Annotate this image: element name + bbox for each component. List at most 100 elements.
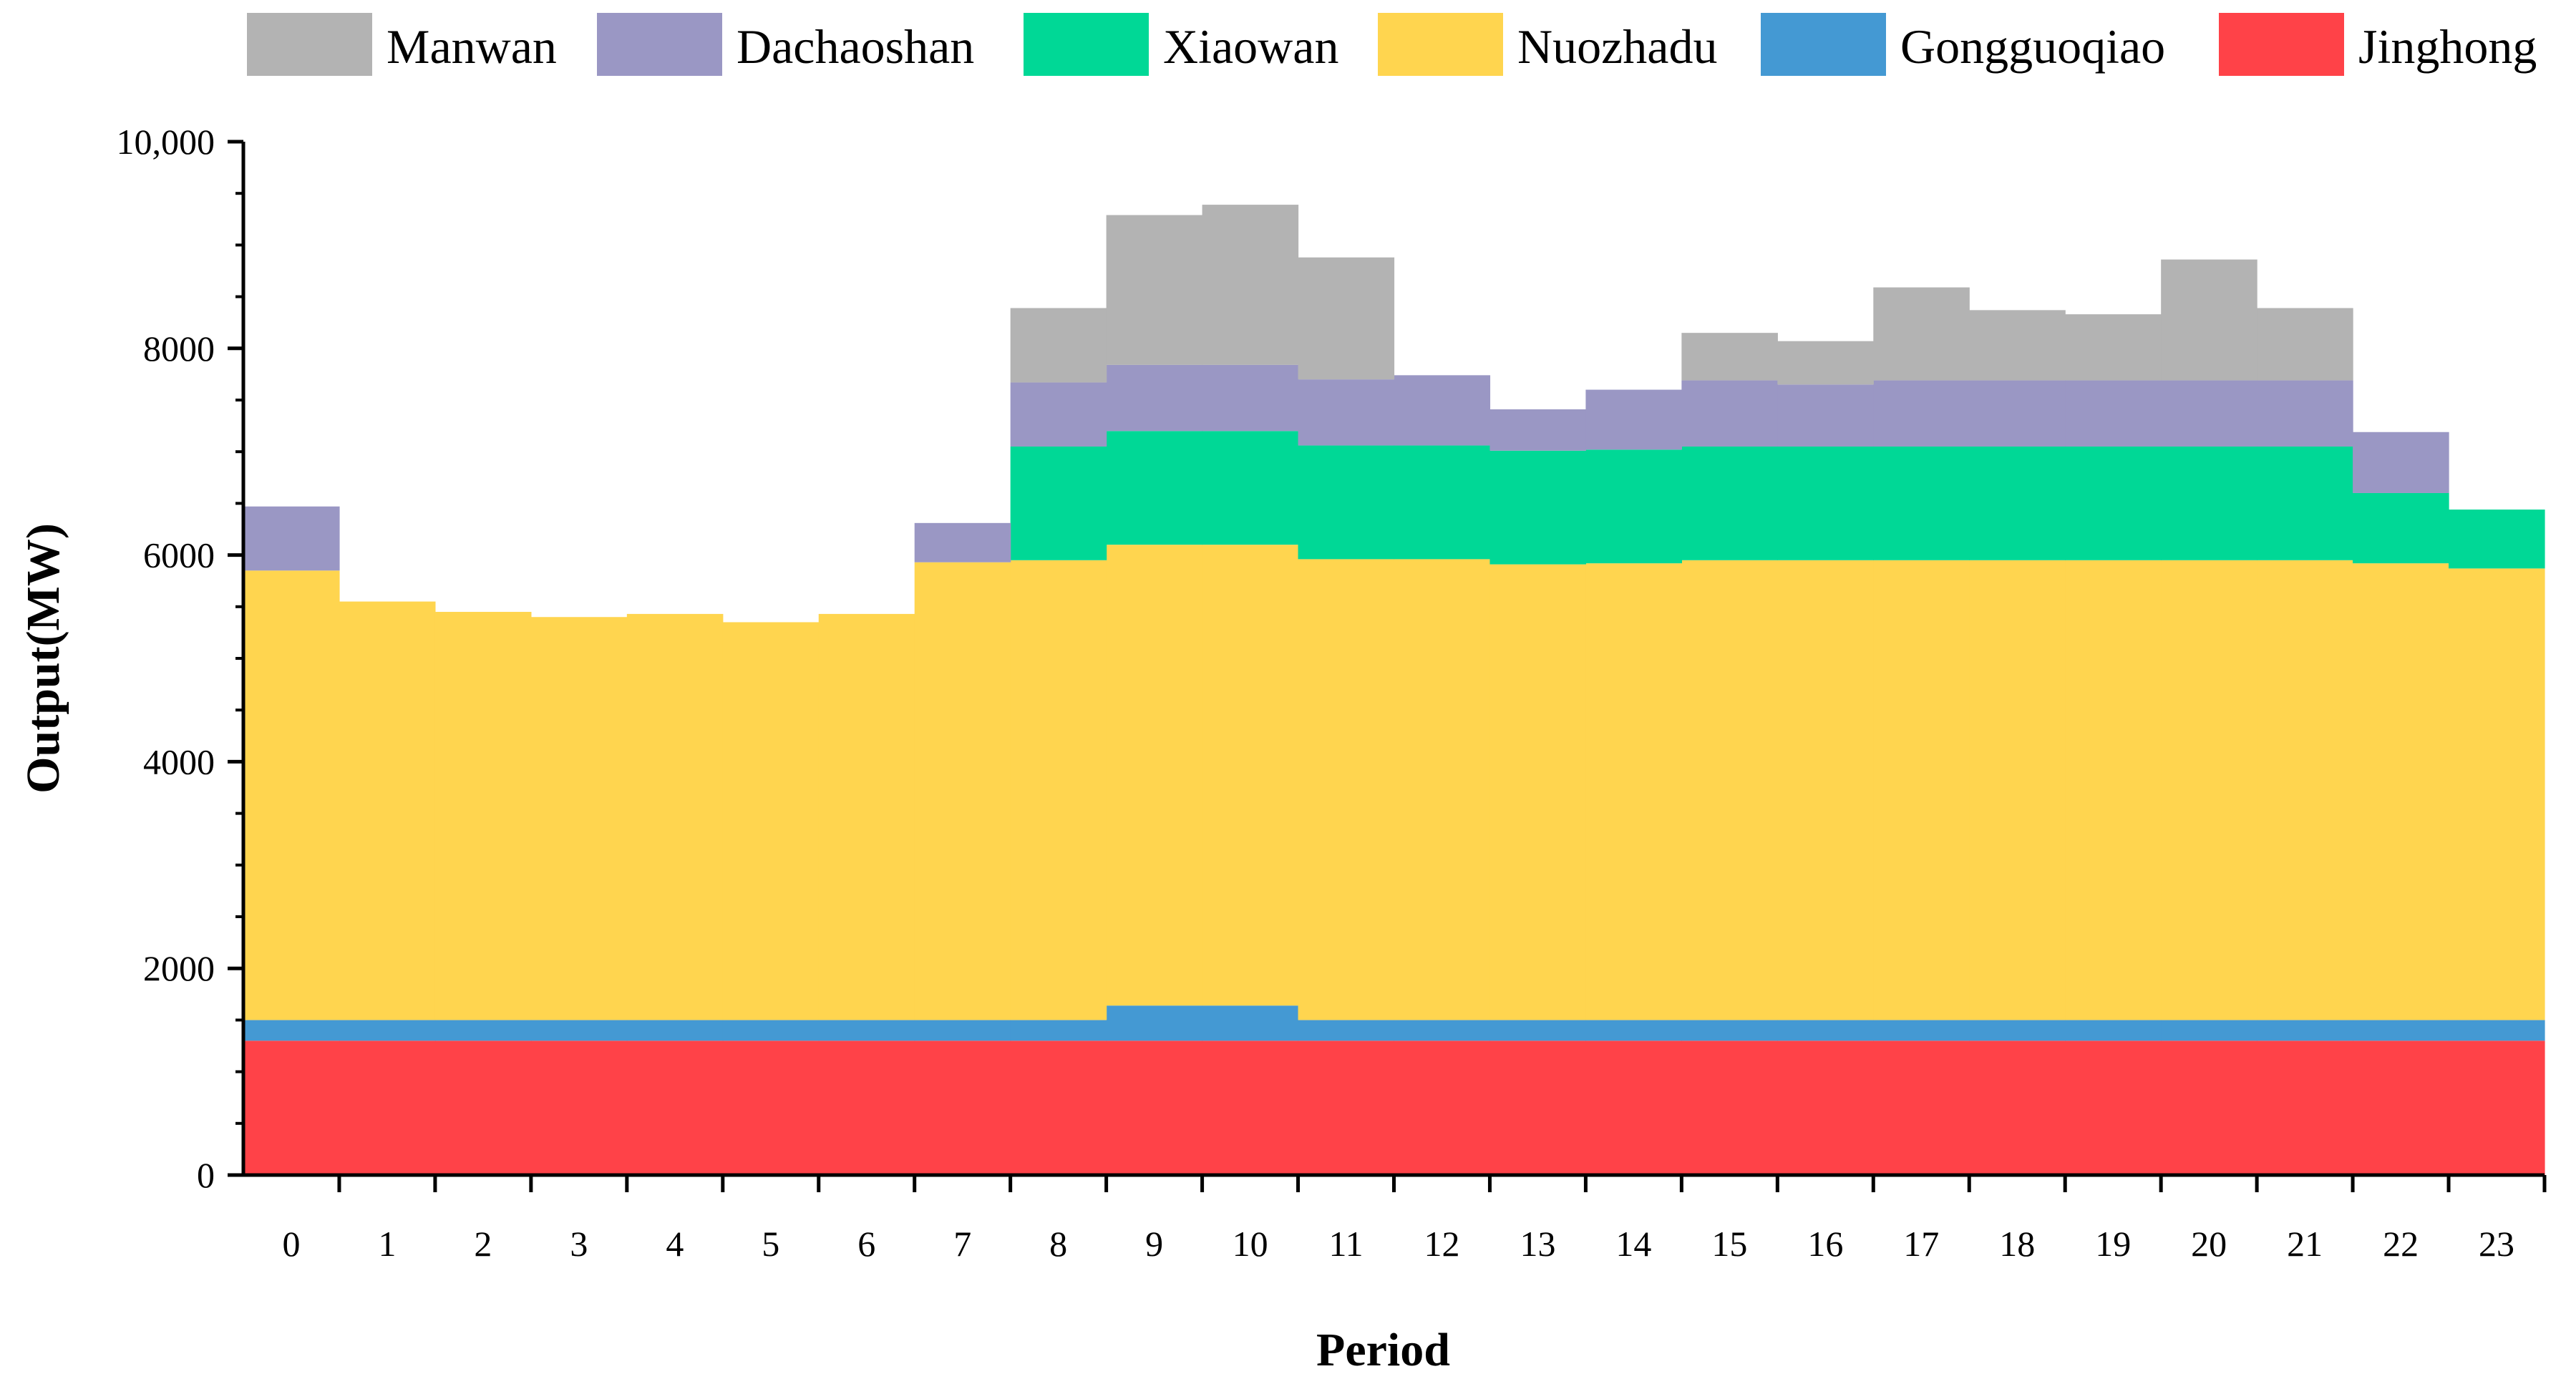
area-segment-nuozhadu-period-13 (1489, 564, 1587, 1020)
x-tick-label: 19 (2095, 1224, 2131, 1264)
area-segment-xiaowan-period-19 (2065, 446, 2162, 560)
area-segment-manwan-period-16 (1777, 341, 1874, 385)
legend-item-nuozhadu: Nuozhadu (1378, 13, 1717, 76)
area-segment-jinghong-period-20 (2161, 1041, 2257, 1175)
area-segment-jinghong-period-7 (914, 1041, 1011, 1175)
area-segment-nuozhadu-period-3 (530, 617, 628, 1020)
area-segment-gongguoqiao-period-16 (1777, 1020, 1874, 1041)
y-axis-ticks: 0 2000 4000 6000 8000 10,000 (117, 122, 243, 1195)
x-tick-label: 21 (2287, 1224, 2323, 1264)
series-nuozhadu (243, 545, 2545, 1020)
area-segment-dachaoshan-period-10 (1202, 364, 1299, 432)
legend-label-nuozhadu: Nuozhadu (1517, 19, 1717, 74)
x-tick-label: 18 (1999, 1224, 2035, 1264)
series-xiaowan (1010, 431, 2545, 569)
y-axis-title: Output(MW) (17, 523, 69, 794)
area-segment-xiaowan-period-17 (1873, 446, 1970, 560)
area-segment-nuozhadu-period-19 (2065, 560, 2162, 1020)
area-segment-xiaowan-period-22 (2353, 492, 2449, 564)
area-segment-jinghong-period-18 (1969, 1041, 2066, 1175)
legend-item-xiaowan: Xiaowan (1024, 13, 1338, 76)
area-segment-nuozhadu-period-22 (2353, 563, 2449, 1020)
area-segment-xiaowan-period-16 (1777, 446, 1874, 560)
legend-item-jinghong: Jinghong (2219, 13, 2537, 76)
series-dachaoshan (243, 364, 2449, 571)
area-segment-dachaoshan-period-20 (2161, 380, 2257, 447)
area-segment-xiaowan-period-15 (1681, 446, 1778, 560)
legend-label-gongguoqiao: Gongguoqiao (1900, 19, 2165, 74)
area-segment-dachaoshan-period-12 (1394, 375, 1491, 446)
legend-label-jinghong: Jinghong (2358, 19, 2537, 74)
x-tick-label: 2 (474, 1224, 492, 1264)
area-segment-gongguoqiao-period-2 (434, 1020, 532, 1041)
area-segment-dachaoshan-period-13 (1489, 409, 1587, 451)
area-segment-dachaoshan-period-17 (1873, 380, 1970, 447)
area-segment-gongguoqiao-period-15 (1681, 1020, 1778, 1041)
area-segment-jinghong-period-8 (1010, 1041, 1107, 1175)
area-segment-xiaowan-period-8 (1010, 446, 1107, 560)
area-segment-xiaowan-period-11 (1298, 445, 1395, 560)
area-segment-gongguoqiao-period-13 (1489, 1020, 1587, 1041)
stacked-areas (243, 205, 2545, 1175)
area-segment-gongguoqiao-period-17 (1873, 1020, 1970, 1041)
legend: Manwan Dachaoshan Xiaowan Nuozhadu Gongguoqi… (247, 13, 2537, 76)
area-segment-dachaoshan-period-11 (1298, 379, 1395, 446)
area-segment-jinghong-period-13 (1489, 1041, 1587, 1175)
area-segment-gongguoqiao-period-5 (722, 1020, 820, 1041)
y-tick-label: 0 (197, 1155, 215, 1195)
area-segment-jinghong-period-14 (1585, 1041, 1682, 1175)
series-gongguoqiao (243, 1005, 2545, 1041)
area-segment-xiaowan-period-20 (2161, 446, 2257, 560)
area-segment-dachaoshan-period-7 (914, 522, 1011, 562)
area-segment-nuozhadu-period-20 (2161, 560, 2257, 1020)
area-segment-dachaoshan-period-21 (2257, 380, 2353, 447)
area-segment-jinghong-period-22 (2353, 1041, 2449, 1175)
area-segment-gongguoqiao-period-1 (339, 1020, 436, 1041)
area-segment-dachaoshan-period-19 (2065, 380, 2162, 447)
legend-swatch-manwan (247, 13, 372, 76)
area-segment-xiaowan-period-23 (2449, 510, 2545, 569)
area-segment-jinghong-period-9 (1106, 1041, 1203, 1175)
x-tick-label: 17 (1903, 1224, 1939, 1264)
area-segment-gongguoqiao-period-3 (530, 1020, 628, 1041)
x-tick-label: 9 (1145, 1224, 1163, 1264)
legend-label-manwan: Manwan (387, 19, 557, 74)
area-segment-gongguoqiao-period-19 (2065, 1020, 2162, 1041)
area-segment-xiaowan-period-14 (1585, 449, 1682, 564)
area-segment-nuozhadu-period-5 (722, 622, 820, 1020)
area-segment-jinghong-period-5 (722, 1041, 820, 1175)
x-tick-label: 20 (2191, 1224, 2227, 1264)
area-segment-nuozhadu-period-2 (434, 612, 532, 1020)
area-segment-nuozhadu-period-11 (1298, 559, 1395, 1020)
area-segment-gongguoqiao-period-8 (1010, 1020, 1107, 1041)
area-segment-gongguoqiao-period-4 (626, 1020, 724, 1041)
x-tick-label: 16 (1807, 1224, 1843, 1264)
area-segment-dachaoshan-period-9 (1106, 364, 1203, 432)
y-tick-label: 8000 (143, 328, 215, 369)
area-segment-gongguoqiao-period-23 (2449, 1020, 2545, 1041)
area-segment-jinghong-period-3 (530, 1041, 628, 1175)
legend-swatch-dachaoshan (597, 13, 722, 76)
area-segment-gongguoqiao-period-12 (1394, 1020, 1491, 1041)
area-segment-nuozhadu-period-4 (626, 613, 724, 1020)
area-segment-xiaowan-period-21 (2257, 446, 2353, 560)
area-segment-nuozhadu-period-15 (1681, 560, 1778, 1020)
area-segment-manwan-period-8 (1010, 308, 1107, 383)
x-axis-title: Period (1316, 1324, 1450, 1376)
area-segment-xiaowan-period-12 (1394, 445, 1491, 560)
area-segment-nuozhadu-period-14 (1585, 563, 1682, 1020)
area-segment-nuozhadu-period-7 (914, 562, 1011, 1020)
legend-swatch-xiaowan (1024, 13, 1149, 76)
legend-swatch-gongguoqiao (1761, 13, 1886, 76)
x-tick-label: 6 (857, 1224, 875, 1264)
area-segment-manwan-period-18 (1969, 310, 2066, 381)
area-segment-gongguoqiao-period-11 (1298, 1020, 1395, 1041)
area-segment-gongguoqiao-period-10 (1202, 1005, 1299, 1041)
area-segment-gongguoqiao-period-20 (2161, 1020, 2257, 1041)
area-segment-jinghong-period-10 (1202, 1041, 1299, 1175)
area-segment-jinghong-period-21 (2257, 1041, 2353, 1175)
area-segment-nuozhadu-period-6 (818, 613, 915, 1020)
x-tick-label: 23 (2479, 1224, 2514, 1264)
area-segment-dachaoshan-period-14 (1585, 389, 1682, 450)
